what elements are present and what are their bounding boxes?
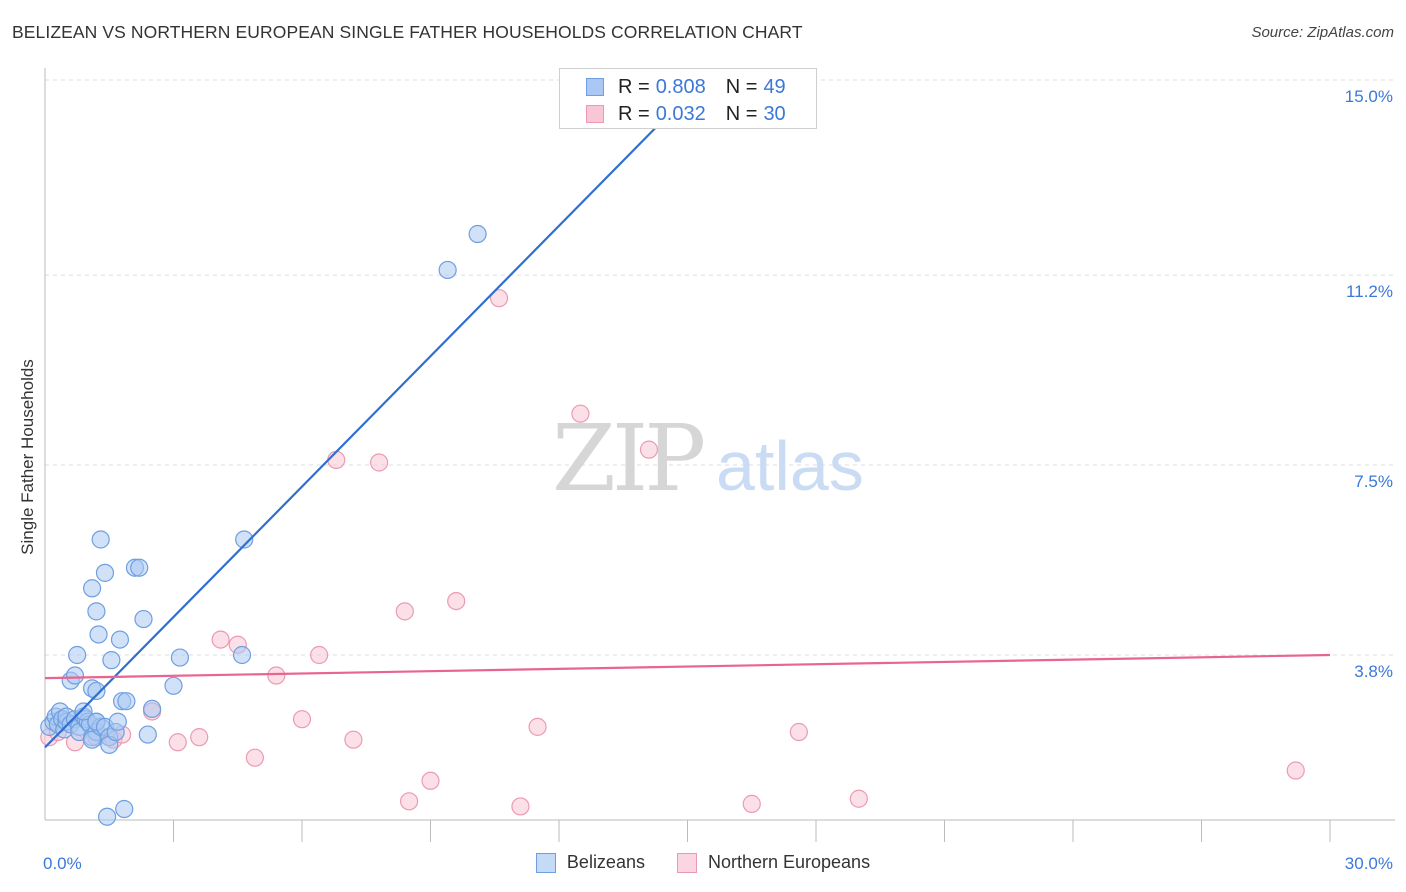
belizean-point	[438, 260, 457, 280]
northern-european-point	[292, 710, 312, 729]
belizean-point	[117, 692, 136, 711]
legend-n-value: 49	[763, 75, 786, 98]
northern-european-point	[447, 591, 466, 611]
belizean-point	[110, 630, 130, 649]
belizean-point	[468, 224, 487, 244]
legend-row-belizeans: R = 0.808 N = 49	[586, 75, 786, 99]
legend-r-value: 0.808	[655, 75, 706, 98]
northern-european-point	[639, 440, 659, 459]
series-swatch-belizeans	[535, 852, 556, 873]
y-tick-label: 7.5%	[1354, 472, 1393, 491]
belizean-point	[89, 625, 108, 644]
series-label-belizeans: Belizeans	[566, 852, 645, 872]
legend-r-label: R =	[618, 75, 650, 98]
belizean-point	[115, 799, 134, 819]
northern-european-point	[571, 404, 590, 423]
trend-layer	[44, 94, 1331, 749]
belizean-point	[164, 676, 183, 695]
legend-row-northern-europeans: R = 0.032 N = 30	[586, 102, 786, 126]
belizean-point	[134, 609, 153, 629]
legend-n-label: N =	[725, 75, 758, 98]
legend-r-label: R =	[618, 102, 650, 125]
northern-european-point	[528, 717, 547, 736]
belizean-point	[95, 563, 115, 582]
y-tick-label: 15.0%	[1345, 87, 1393, 106]
source-label: Source: ZipAtlas.com	[1251, 24, 1394, 41]
northern-european-point	[245, 748, 264, 767]
chart-title: BELIZEAN VS NORTHERN EUROPEAN SINGLE FAT…	[12, 22, 803, 42]
belizean-point	[170, 648, 190, 667]
belizean-point	[91, 530, 110, 549]
legend-n-label: N =	[725, 102, 758, 125]
northern-european-point	[511, 797, 530, 816]
legend-r-value: 0.032	[655, 102, 706, 125]
grid-layer	[45, 79, 1395, 656]
northern-european-point	[344, 730, 363, 749]
tick-label-layer: 3.8% 7.5% 11.2% 15.0% 0.0% 30.0%	[43, 87, 1393, 873]
belizean-point	[87, 681, 106, 701]
series-legend-item-belizeans[interactable]: Belizeans	[535, 852, 645, 873]
series-legend: Belizeans Northern Europeans	[0, 852, 1406, 873]
northern-european-point	[370, 453, 389, 472]
points-layer	[40, 224, 1305, 826]
series-swatch-northern-europeans	[676, 852, 697, 873]
northern-european-point	[489, 289, 509, 308]
watermark-zip: ZIP	[552, 405, 703, 512]
belizean-point	[74, 702, 93, 721]
northern-european-point	[399, 792, 419, 811]
y-tick-label: 3.8%	[1354, 662, 1393, 681]
belizean-point	[68, 645, 87, 665]
series-label-northern-europeans: Northern Europeans	[707, 852, 871, 872]
northern-european-point	[421, 771, 440, 790]
northern-european-point	[849, 789, 868, 808]
legend-swatch-belizeans	[586, 78, 604, 96]
legend-swatch-northern-europeans	[586, 105, 604, 123]
x-tick-label: 30.0%	[1345, 854, 1393, 873]
northern-european-point	[211, 630, 230, 649]
legend-n-value: 30	[763, 102, 786, 125]
belizean-point	[138, 725, 157, 744]
northern-european-point	[789, 722, 808, 742]
northern-european-point	[742, 794, 761, 813]
northern-european-point	[168, 733, 187, 752]
belizean-point	[98, 807, 117, 826]
northern-european-point	[190, 728, 209, 747]
belizean-point	[102, 651, 121, 670]
belizean-point	[232, 645, 252, 665]
northern-european-point	[395, 602, 414, 621]
belizean-point	[65, 666, 85, 685]
northern-european-point	[310, 645, 329, 665]
watermark: ZIP atlas	[552, 405, 864, 512]
axis-layer	[44, 68, 1395, 842]
belizean-point	[87, 602, 106, 621]
watermark-atlas: atlas	[716, 427, 864, 505]
northern-european-trend-line	[44, 653, 1331, 680]
belizean-point	[130, 558, 149, 577]
belizean-point	[235, 530, 254, 549]
series-legend-item-northern-europeans[interactable]: Northern Europeans	[676, 852, 871, 873]
belizean-point	[108, 712, 127, 731]
x-tick-label: 0.0%	[43, 854, 82, 873]
northern-european-point	[267, 666, 286, 685]
belizean-point	[83, 579, 102, 598]
belizean-point	[142, 699, 162, 719]
northern-european-point	[1286, 761, 1305, 780]
northern-european-point	[327, 450, 346, 470]
belizean-trend-line	[44, 94, 689, 749]
y-tick-label: 11.2%	[1346, 282, 1393, 301]
correlation-legend: R = 0.808 N = 49 R = 0.032 N = 30	[559, 68, 817, 129]
